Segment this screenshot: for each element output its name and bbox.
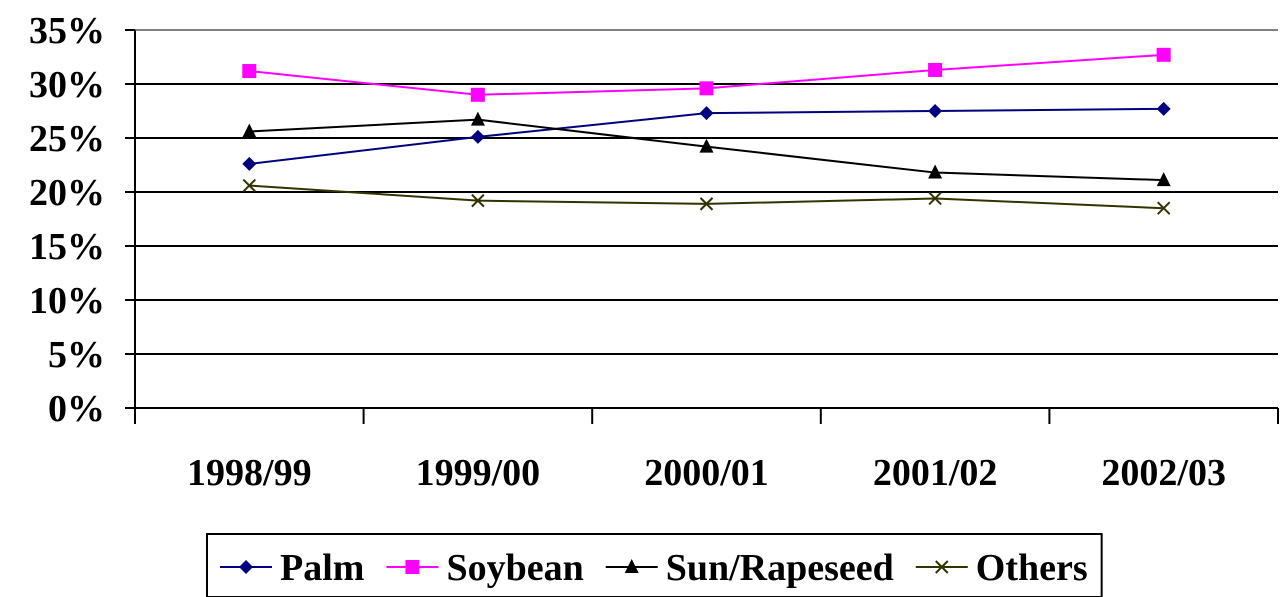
legend-label: Sun/Rapeseed xyxy=(666,547,894,589)
y-tick-label: 35% xyxy=(29,10,105,52)
series-others xyxy=(242,178,1171,215)
data-point-sun-rapeseed xyxy=(699,138,714,153)
x-marker-stroke xyxy=(935,560,949,574)
data-point-others xyxy=(699,197,714,211)
data-point-palm xyxy=(242,156,257,171)
data-point-soybean xyxy=(928,62,943,77)
x-tick-label: 2000/01 xyxy=(644,452,769,494)
legend-marker xyxy=(624,559,639,573)
y-tick-label: 20% xyxy=(29,172,105,214)
x-tick-label: 2002/03 xyxy=(1101,452,1226,494)
gridlines xyxy=(135,29,1278,355)
series-layer xyxy=(242,47,1171,215)
x-tick-label: 1999/00 xyxy=(416,452,541,494)
legend-label: Soybean xyxy=(446,547,583,589)
y-tick-label: 0% xyxy=(48,388,105,430)
axes xyxy=(125,29,1279,424)
x-tick-label: 1998/99 xyxy=(187,452,312,494)
x-marker-stroke xyxy=(1156,201,1171,215)
x-marker-stroke xyxy=(699,197,714,211)
legend-item-soybean: Soybean xyxy=(386,547,584,589)
series-soybean xyxy=(242,47,1171,102)
legend-label: Others xyxy=(976,547,1088,589)
data-point-sun-rapeseed xyxy=(242,123,257,138)
x-marker-stroke xyxy=(928,191,942,206)
y-tick-label: 10% xyxy=(29,280,105,322)
legend-marker xyxy=(935,560,949,574)
data-point-others xyxy=(928,191,942,206)
legend-marker xyxy=(405,560,420,574)
x-axis-tick-labels: 1998/99 1999/00 2000/01 2001/02 2002/03 xyxy=(187,452,1226,494)
data-point-sun-rapeseed xyxy=(928,164,943,179)
legend-item-sun-rapeseed: Sun/Rapeseed xyxy=(605,547,894,589)
legend-marker xyxy=(239,560,253,574)
data-point-soybean xyxy=(699,81,714,96)
series-sun-rapeseed xyxy=(242,111,1171,187)
data-point-sun-rapeseed xyxy=(1156,172,1171,187)
data-point-others xyxy=(471,193,485,208)
data-point-soybean xyxy=(242,64,257,79)
legend: Palm Soybean Sun/Rapeseed Others xyxy=(206,533,1103,597)
legend-box xyxy=(206,533,1103,597)
data-point-palm xyxy=(928,104,943,118)
y-tick-label: 5% xyxy=(48,334,105,376)
data-point-palm xyxy=(699,106,714,121)
x-marker-stroke xyxy=(471,193,485,208)
legend-item-palm: Palm xyxy=(220,547,364,589)
legend-label: Palm xyxy=(280,547,364,589)
data-point-palm xyxy=(1156,101,1171,116)
x-tick-label: 2001/02 xyxy=(873,452,998,494)
data-point-soybean xyxy=(470,87,485,102)
series-palm xyxy=(242,101,1171,171)
y-tick-label: 30% xyxy=(29,64,105,106)
y-tick-label: 25% xyxy=(29,118,105,160)
data-point-others xyxy=(1156,201,1171,215)
x-marker-stroke xyxy=(242,178,257,193)
data-point-soybean xyxy=(1156,47,1171,62)
data-point-palm xyxy=(470,129,485,144)
data-point-others xyxy=(242,178,257,193)
data-point-sun-rapeseed xyxy=(470,111,485,126)
legend-item-others: Others xyxy=(915,547,1088,589)
y-tick-label: 15% xyxy=(29,226,105,268)
y-axis-tick-labels: 0% 5% 10% 15% 20% 25% 30% 35% xyxy=(29,10,105,430)
